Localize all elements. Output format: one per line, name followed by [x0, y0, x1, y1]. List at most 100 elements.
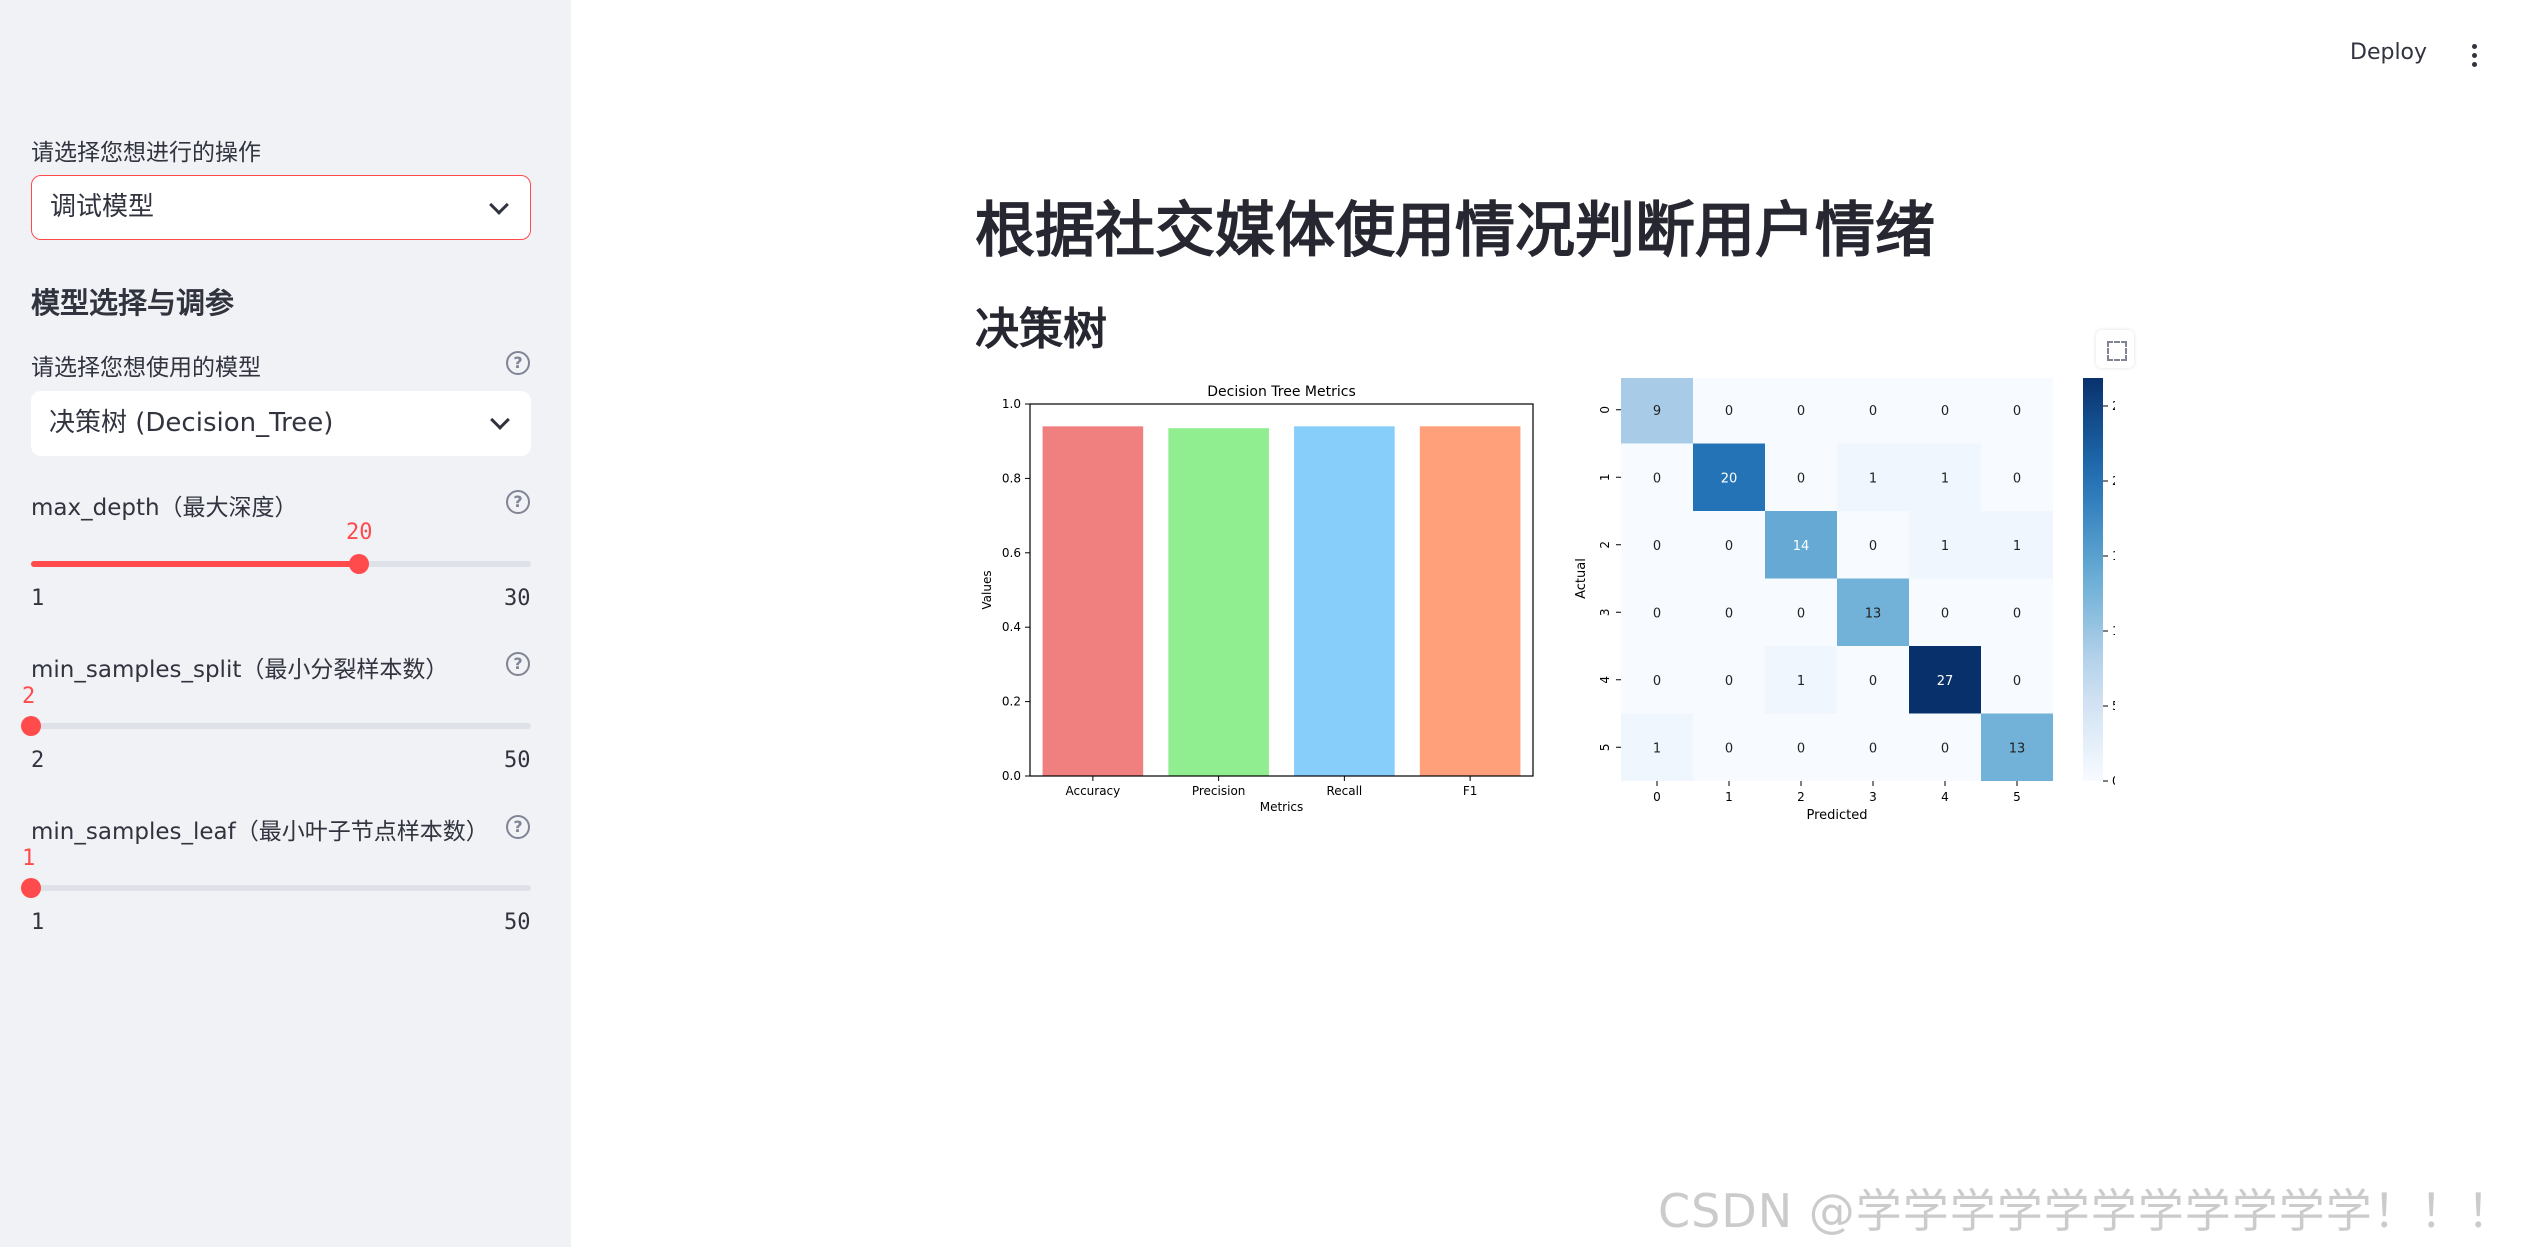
heatmap-cell-value: 0 — [1725, 606, 1733, 621]
heatmap-cell-value: 1 — [1653, 741, 1661, 756]
heatmap-cell — [1909, 578, 1981, 646]
heatmap-cell — [1837, 378, 1909, 444]
heatmap-cell-value: 0 — [2013, 404, 2021, 419]
y-tick-label: 0.6 — [1002, 546, 1021, 560]
heatmap-cell — [1621, 443, 1693, 511]
heatmap-cell — [1693, 578, 1765, 646]
bar-chart-xlabel: Metrics — [1260, 800, 1304, 814]
heatmap-cell-value: 0 — [1653, 674, 1661, 689]
slider-thumb[interactable] — [21, 878, 41, 898]
y-tick-label: 1.0 — [1002, 397, 1021, 411]
heatmap-cell-value: 0 — [1725, 741, 1733, 756]
heatmap-y-tick-label: 5 — [1598, 743, 1612, 751]
heatmap-cell-value: 0 — [1725, 539, 1733, 554]
min-samples-split-slider[interactable] — [21, 716, 531, 736]
operation-label: 请选择您想进行的操作 — [31, 140, 261, 166]
heatmap-cell-value: 0 — [1941, 741, 1949, 756]
heatmap-cell-value: 13 — [1865, 606, 1882, 621]
heatmap-cell — [1909, 511, 1981, 579]
heatmap-y-tick-label: 1 — [1598, 473, 1612, 481]
heatmap-x-tick-label: 4 — [1941, 790, 1949, 804]
model-select[interactable]: 决策树 (Decision_Tree) — [31, 391, 531, 456]
heatmap-cell — [1981, 713, 2053, 781]
min-samples-split-min: 2 — [31, 748, 45, 773]
heatmap-cell — [1981, 578, 2053, 646]
heatmap-cell-value: 0 — [2013, 606, 2021, 621]
colorbar — [2083, 378, 2103, 781]
max-depth-min: 1 — [31, 586, 45, 611]
min-samples-leaf-max: 50 — [504, 910, 531, 935]
heatmap-cell — [1837, 443, 1909, 511]
watermark: CSDN @学学学学学学学学学学学！！！ — [1658, 1184, 2514, 1238]
heatmap-cell-value: 9 — [1653, 404, 1661, 419]
x-tick-label: Recall — [1326, 784, 1362, 798]
heatmap-cell-value: 0 — [1869, 741, 1877, 756]
heatmap-cell-value: 0 — [1725, 404, 1733, 419]
operation-select-value: 调试模型 — [50, 192, 155, 222]
heatmap-cell — [1837, 578, 1909, 646]
model-select-value: 决策树 (Decision_Tree) — [49, 408, 334, 438]
fullscreen-icon[interactable] — [2096, 330, 2134, 368]
bar-chart-title: Decision Tree Metrics — [1207, 384, 1356, 400]
min-samples-leaf-min: 1 — [31, 910, 45, 935]
bar-precision — [1168, 428, 1269, 776]
help-icon[interactable]: ? — [506, 351, 530, 375]
help-icon[interactable]: ? — [506, 652, 530, 676]
heatmap-cell-value: 0 — [1797, 606, 1805, 621]
chevron-down-icon — [489, 195, 509, 215]
heatmap-cell — [1765, 443, 1837, 511]
heatmap-ylabel: Actual — [1574, 558, 1589, 599]
heatmap-y-tick-label: 2 — [1598, 541, 1612, 549]
max-depth-slider[interactable] — [31, 554, 531, 574]
heatmap-cell-value: 0 — [1797, 404, 1805, 419]
heatmap-x-tick-label: 5 — [2013, 790, 2021, 804]
y-tick-label: 0.2 — [1002, 695, 1021, 709]
heatmap-cell — [1909, 646, 1981, 714]
sidebar: 请选择您想进行的操作 调试模型 模型选择与调参 请选择您想使用的模型 ? 决策树… — [0, 0, 571, 1247]
heatmap-cell-value: 20 — [1721, 471, 1738, 486]
x-tick-label: Accuracy — [1065, 784, 1120, 798]
min-samples-split-label: min_samples_split（最小分裂样本数） — [31, 657, 449, 683]
model-label: 请选择您想使用的模型 — [31, 355, 261, 381]
heatmap-cell — [1693, 511, 1765, 579]
heatmap-cell — [1909, 378, 1981, 444]
max-depth-value: 20 — [346, 520, 373, 545]
slider-thumb[interactable] — [348, 554, 369, 574]
heatmap-x-tick-label: 1 — [1725, 790, 1733, 804]
colorbar-tick-label: 10 — [2112, 624, 2115, 638]
heatmap-cell — [1765, 378, 1837, 444]
min-samples-split-value: 2 — [22, 684, 36, 709]
heatmap-cell-value: 0 — [1869, 674, 1877, 689]
operation-select[interactable]: 调试模型 — [31, 175, 531, 240]
heatmap-x-tick-label: 0 — [1653, 790, 1661, 804]
heatmap-cell — [1621, 578, 1693, 646]
heatmap-x-tick-label: 3 — [1869, 790, 1877, 804]
heatmap-xlabel: Predicted — [1806, 808, 1867, 823]
y-tick-label: 0.8 — [1002, 471, 1021, 485]
heatmap-cell-value: 0 — [1653, 606, 1661, 621]
help-icon[interactable]: ? — [506, 490, 530, 514]
deploy-button[interactable]: Deploy — [2350, 40, 2428, 65]
max-depth-label: max_depth（最大深度） — [31, 495, 298, 521]
heatmap-cell — [1765, 578, 1837, 646]
page-subtitle: 决策树 — [975, 304, 1107, 355]
heatmap-cell-value: 14 — [1793, 539, 1810, 554]
x-tick-label: F1 — [1463, 784, 1478, 798]
heatmap-y-tick-label: 3 — [1598, 608, 1612, 616]
heatmap-cell-value: 0 — [1725, 674, 1733, 689]
min-samples-leaf-slider[interactable] — [21, 878, 531, 898]
heatmap-cell-value: 0 — [1653, 471, 1661, 486]
heatmap-cell — [1693, 646, 1765, 714]
kebab-menu-icon[interactable] — [2472, 44, 2478, 70]
min-samples-split-max: 50 — [504, 748, 531, 773]
figure: Decision Tree Metrics Accuracy Precision Re… — [980, 378, 2115, 823]
heatmap-cell — [1693, 378, 1765, 444]
bar-accuracy — [1042, 426, 1144, 776]
help-icon[interactable]: ? — [506, 815, 530, 839]
heatmap-cell — [1981, 646, 2053, 714]
heatmap-cell — [1693, 713, 1765, 781]
slider-thumb[interactable] — [21, 716, 41, 736]
x-tick-label: Precision — [1192, 784, 1246, 798]
heatmap-cell-value: 1 — [1941, 539, 1949, 554]
heatmap-cell — [1765, 713, 1837, 781]
